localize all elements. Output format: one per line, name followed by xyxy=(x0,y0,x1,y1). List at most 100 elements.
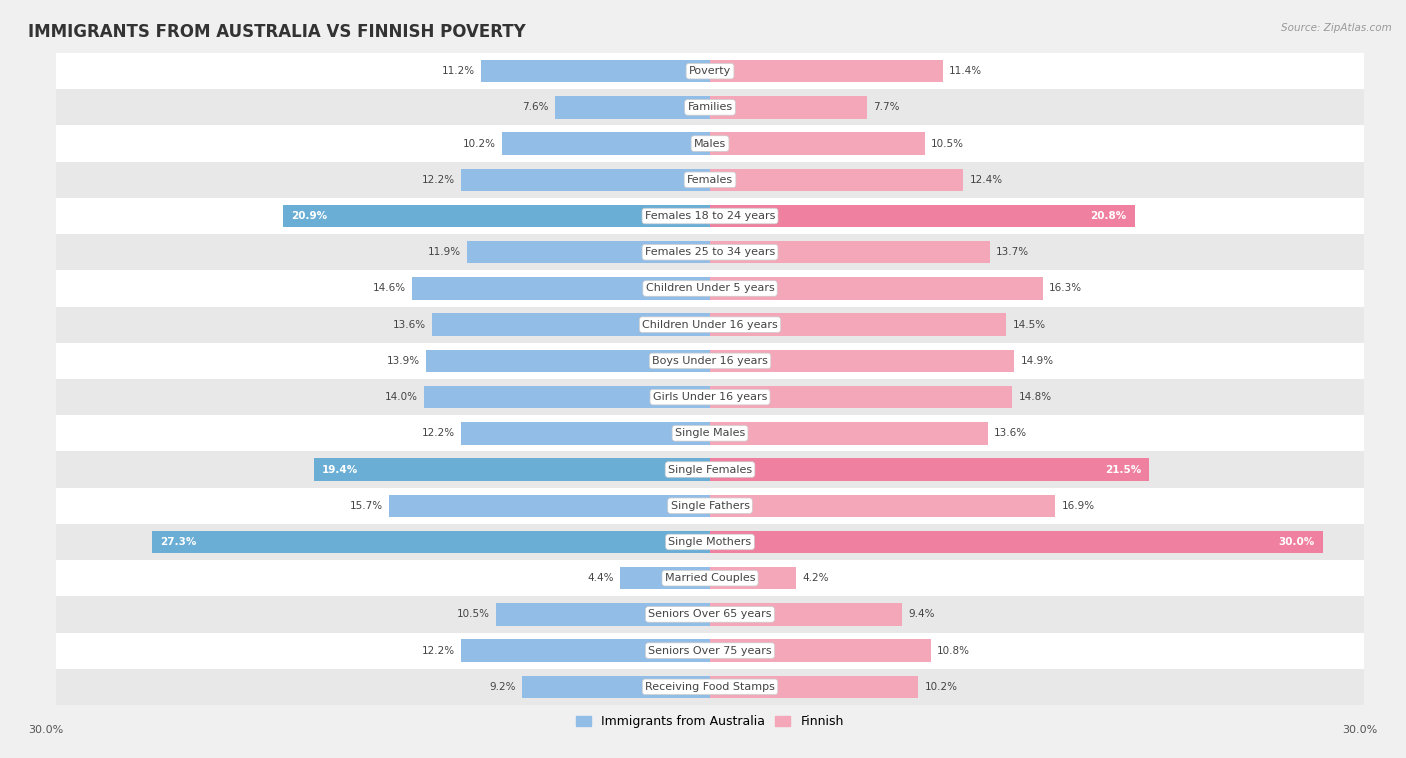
Bar xyxy=(56,379,1364,415)
Bar xyxy=(432,314,710,336)
Text: Children Under 16 years: Children Under 16 years xyxy=(643,320,778,330)
Bar xyxy=(710,459,1149,481)
Text: 10.2%: 10.2% xyxy=(925,682,957,692)
Text: 13.7%: 13.7% xyxy=(995,247,1029,257)
Bar xyxy=(710,241,990,264)
Text: 12.2%: 12.2% xyxy=(422,175,454,185)
Bar xyxy=(426,349,710,372)
Bar xyxy=(710,96,868,118)
Bar xyxy=(56,669,1364,705)
Text: Females 25 to 34 years: Females 25 to 34 years xyxy=(645,247,775,257)
Text: Seniors Over 75 years: Seniors Over 75 years xyxy=(648,646,772,656)
Bar xyxy=(56,415,1364,452)
Bar xyxy=(461,168,710,191)
Bar xyxy=(710,205,1135,227)
Text: 20.8%: 20.8% xyxy=(1091,211,1126,221)
Bar xyxy=(461,640,710,662)
Text: 20.9%: 20.9% xyxy=(291,211,328,221)
Text: 30.0%: 30.0% xyxy=(1278,537,1315,547)
Text: Children Under 5 years: Children Under 5 years xyxy=(645,283,775,293)
Bar xyxy=(56,126,1364,161)
Text: 16.3%: 16.3% xyxy=(1049,283,1083,293)
Text: 12.4%: 12.4% xyxy=(970,175,1002,185)
Text: 7.6%: 7.6% xyxy=(522,102,548,112)
Text: 10.2%: 10.2% xyxy=(463,139,495,149)
Bar xyxy=(56,452,1364,487)
Text: 14.0%: 14.0% xyxy=(385,392,418,402)
Bar xyxy=(56,271,1364,306)
Bar xyxy=(152,531,710,553)
Bar xyxy=(710,386,1012,409)
Text: 14.6%: 14.6% xyxy=(373,283,405,293)
Text: 10.5%: 10.5% xyxy=(457,609,489,619)
Bar xyxy=(710,531,1323,553)
Text: 14.9%: 14.9% xyxy=(1021,356,1053,366)
Bar xyxy=(710,603,903,625)
Text: Males: Males xyxy=(695,139,725,149)
Bar xyxy=(710,60,943,83)
Text: 27.3%: 27.3% xyxy=(160,537,197,547)
Bar xyxy=(467,241,710,264)
Text: 11.9%: 11.9% xyxy=(427,247,461,257)
Text: 30.0%: 30.0% xyxy=(28,725,63,735)
Text: IMMIGRANTS FROM AUSTRALIA VS FINNISH POVERTY: IMMIGRANTS FROM AUSTRALIA VS FINNISH POV… xyxy=(28,23,526,41)
Text: Married Couples: Married Couples xyxy=(665,573,755,583)
Text: Source: ZipAtlas.com: Source: ZipAtlas.com xyxy=(1281,23,1392,33)
Text: 13.6%: 13.6% xyxy=(994,428,1028,438)
Bar xyxy=(481,60,710,83)
Bar xyxy=(56,632,1364,669)
Text: 9.4%: 9.4% xyxy=(908,609,935,619)
Text: 10.8%: 10.8% xyxy=(936,646,970,656)
Bar xyxy=(710,133,925,155)
Text: 14.8%: 14.8% xyxy=(1018,392,1052,402)
Bar xyxy=(502,133,710,155)
Text: 11.2%: 11.2% xyxy=(441,66,475,76)
Text: 30.0%: 30.0% xyxy=(1343,725,1378,735)
Bar xyxy=(710,494,1056,517)
Text: 12.2%: 12.2% xyxy=(422,646,454,656)
Text: Single Mothers: Single Mothers xyxy=(668,537,752,547)
Text: Poverty: Poverty xyxy=(689,66,731,76)
Bar xyxy=(710,168,963,191)
Bar xyxy=(710,277,1043,299)
Bar xyxy=(56,89,1364,126)
Bar xyxy=(56,560,1364,597)
Text: Females 18 to 24 years: Females 18 to 24 years xyxy=(645,211,775,221)
Text: 13.6%: 13.6% xyxy=(392,320,426,330)
Text: 16.9%: 16.9% xyxy=(1062,501,1094,511)
Bar xyxy=(425,386,710,409)
Bar xyxy=(56,53,1364,89)
Text: Seniors Over 65 years: Seniors Over 65 years xyxy=(648,609,772,619)
Text: 21.5%: 21.5% xyxy=(1105,465,1142,475)
Text: 4.4%: 4.4% xyxy=(588,573,614,583)
Bar xyxy=(412,277,710,299)
Bar xyxy=(56,524,1364,560)
Text: 13.9%: 13.9% xyxy=(387,356,420,366)
Bar xyxy=(56,198,1364,234)
Bar xyxy=(710,422,988,444)
Bar xyxy=(710,314,1007,336)
Text: 7.7%: 7.7% xyxy=(873,102,900,112)
Text: 9.2%: 9.2% xyxy=(489,682,516,692)
Text: Single Fathers: Single Fathers xyxy=(671,501,749,511)
Bar xyxy=(56,161,1364,198)
Bar xyxy=(555,96,710,118)
Bar xyxy=(522,675,710,698)
Text: Single Females: Single Females xyxy=(668,465,752,475)
Bar xyxy=(56,597,1364,632)
Text: Receiving Food Stamps: Receiving Food Stamps xyxy=(645,682,775,692)
Text: 12.2%: 12.2% xyxy=(422,428,454,438)
Text: 19.4%: 19.4% xyxy=(322,465,359,475)
Text: 15.7%: 15.7% xyxy=(350,501,382,511)
Text: 4.2%: 4.2% xyxy=(801,573,828,583)
Bar xyxy=(710,675,918,698)
Bar xyxy=(710,349,1015,372)
Bar xyxy=(283,205,710,227)
Text: 11.4%: 11.4% xyxy=(949,66,983,76)
Text: Females: Females xyxy=(688,175,733,185)
Bar xyxy=(461,422,710,444)
Bar xyxy=(56,487,1364,524)
Bar xyxy=(389,494,710,517)
Bar xyxy=(495,603,710,625)
Text: Single Males: Single Males xyxy=(675,428,745,438)
